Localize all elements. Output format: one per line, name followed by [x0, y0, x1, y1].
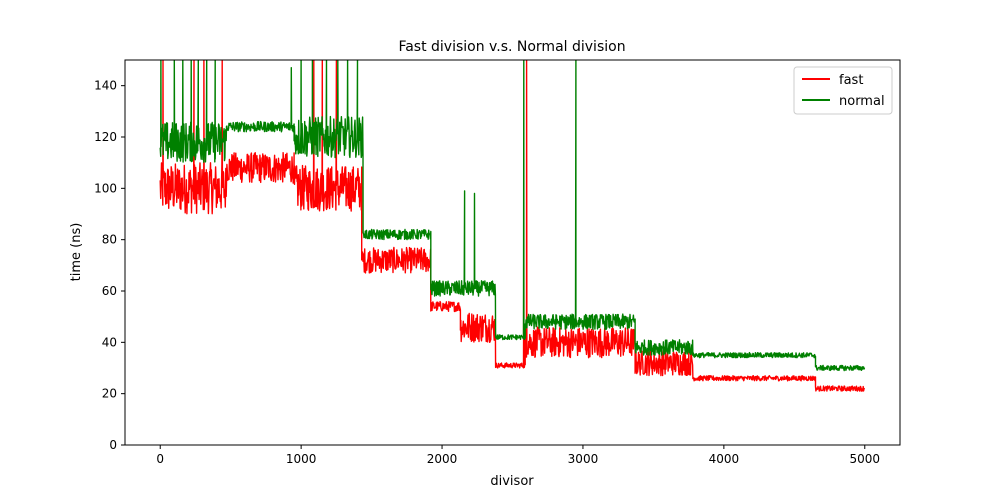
legend-label-fast: fast: [839, 73, 863, 88]
chart-title: Fast division v.s. Normal division: [398, 39, 625, 55]
series-line-normal: [159, 60, 866, 372]
y-tick-label: 20: [102, 387, 117, 401]
y-tick-label: 60: [102, 284, 117, 298]
x-tick-label: 2000: [427, 452, 458, 466]
x-tick-label: 5000: [849, 452, 880, 466]
legend-label-normal: normal: [839, 94, 885, 109]
x-tick-label: 4000: [709, 452, 740, 466]
y-tick-label: 80: [102, 233, 117, 247]
y-tick-label: 120: [94, 130, 117, 144]
y-tick-label: 40: [102, 335, 117, 349]
x-tick-label: 0: [156, 452, 164, 466]
series-line-fast: [159, 60, 866, 392]
y-axis-label: time (ns): [69, 223, 84, 282]
y-tick-label: 0: [109, 438, 117, 452]
series-layer: [159, 60, 866, 392]
y-tick-label: 140: [94, 79, 117, 93]
x-tick-label: 3000: [568, 452, 599, 466]
x-tick-label: 1000: [286, 452, 317, 466]
x-axis-label: divisor: [490, 474, 534, 489]
y-axis: 0 20 40 60 80 100 120 140: [94, 79, 125, 452]
x-axis: 0 1000 2000 3000 4000 5000: [156, 445, 880, 466]
legend: fast normal: [793, 66, 893, 115]
y-tick-label: 100: [94, 181, 117, 195]
plot-frame: [124, 59, 901, 446]
